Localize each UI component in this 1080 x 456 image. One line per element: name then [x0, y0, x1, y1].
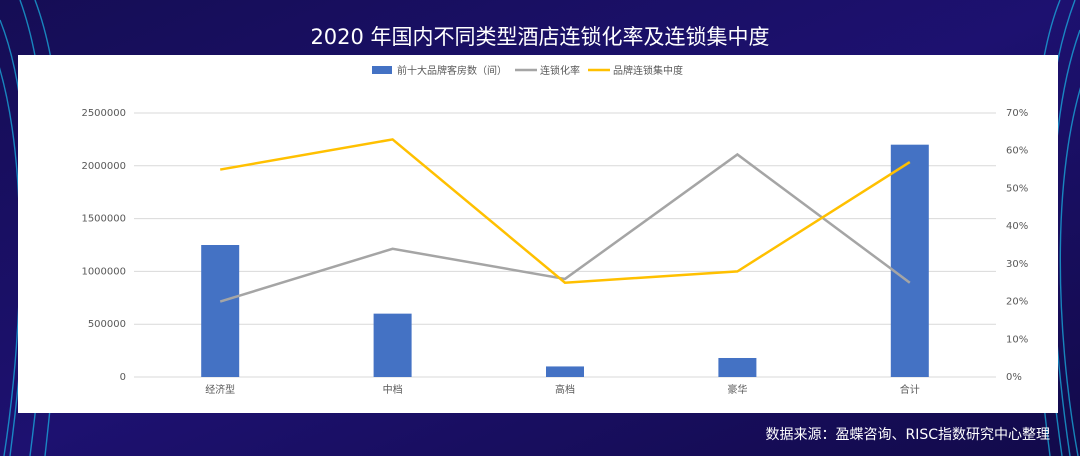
legend-label: 品牌连锁集中度 [613, 64, 683, 77]
y2-tick-label: 70% [1006, 108, 1028, 119]
y2-tick-label: 50% [1006, 183, 1028, 194]
legend-label: 连锁化率 [540, 64, 580, 77]
chart-title: 2020 年国内不同类型酒店连锁化率及连锁集中度 [310, 25, 769, 49]
y-tick-label: 500000 [88, 319, 126, 330]
x-tick-label: 豪华 [727, 383, 747, 396]
bar [546, 366, 584, 377]
y2-tick-label: 60% [1006, 146, 1028, 157]
y-tick-label: 1000000 [81, 266, 126, 277]
bar [890, 144, 929, 377]
line [219, 152, 911, 303]
y2-tick-label: 30% [1006, 259, 1028, 270]
y-tick-label: 1500000 [81, 214, 126, 225]
plot-panel [18, 55, 1058, 413]
y2-tick-label: 20% [1006, 297, 1028, 308]
bar [201, 245, 240, 377]
x-tick-label: 合计 [900, 383, 920, 396]
x-tick-label: 经济型 [205, 383, 235, 396]
y2-tick-label: 10% [1006, 334, 1028, 345]
source-note: 数据来源：盈蝶咨询、RISC指数研究中心整理 [765, 427, 1050, 443]
legend-swatch [372, 66, 392, 74]
y-tick-label: 2500000 [81, 108, 126, 119]
bar [718, 357, 757, 377]
bar [373, 313, 412, 377]
y2-tick-label: 0% [1006, 372, 1022, 383]
y-tick-label: 0 [120, 372, 126, 383]
line [219, 138, 911, 284]
x-tick-label: 中档 [383, 383, 403, 396]
y2-tick-label: 40% [1006, 221, 1028, 232]
y-tick-label: 2000000 [81, 161, 126, 172]
x-tick-label: 高档 [555, 383, 575, 396]
legend-label: 前十大品牌客房数（间） [397, 64, 507, 77]
